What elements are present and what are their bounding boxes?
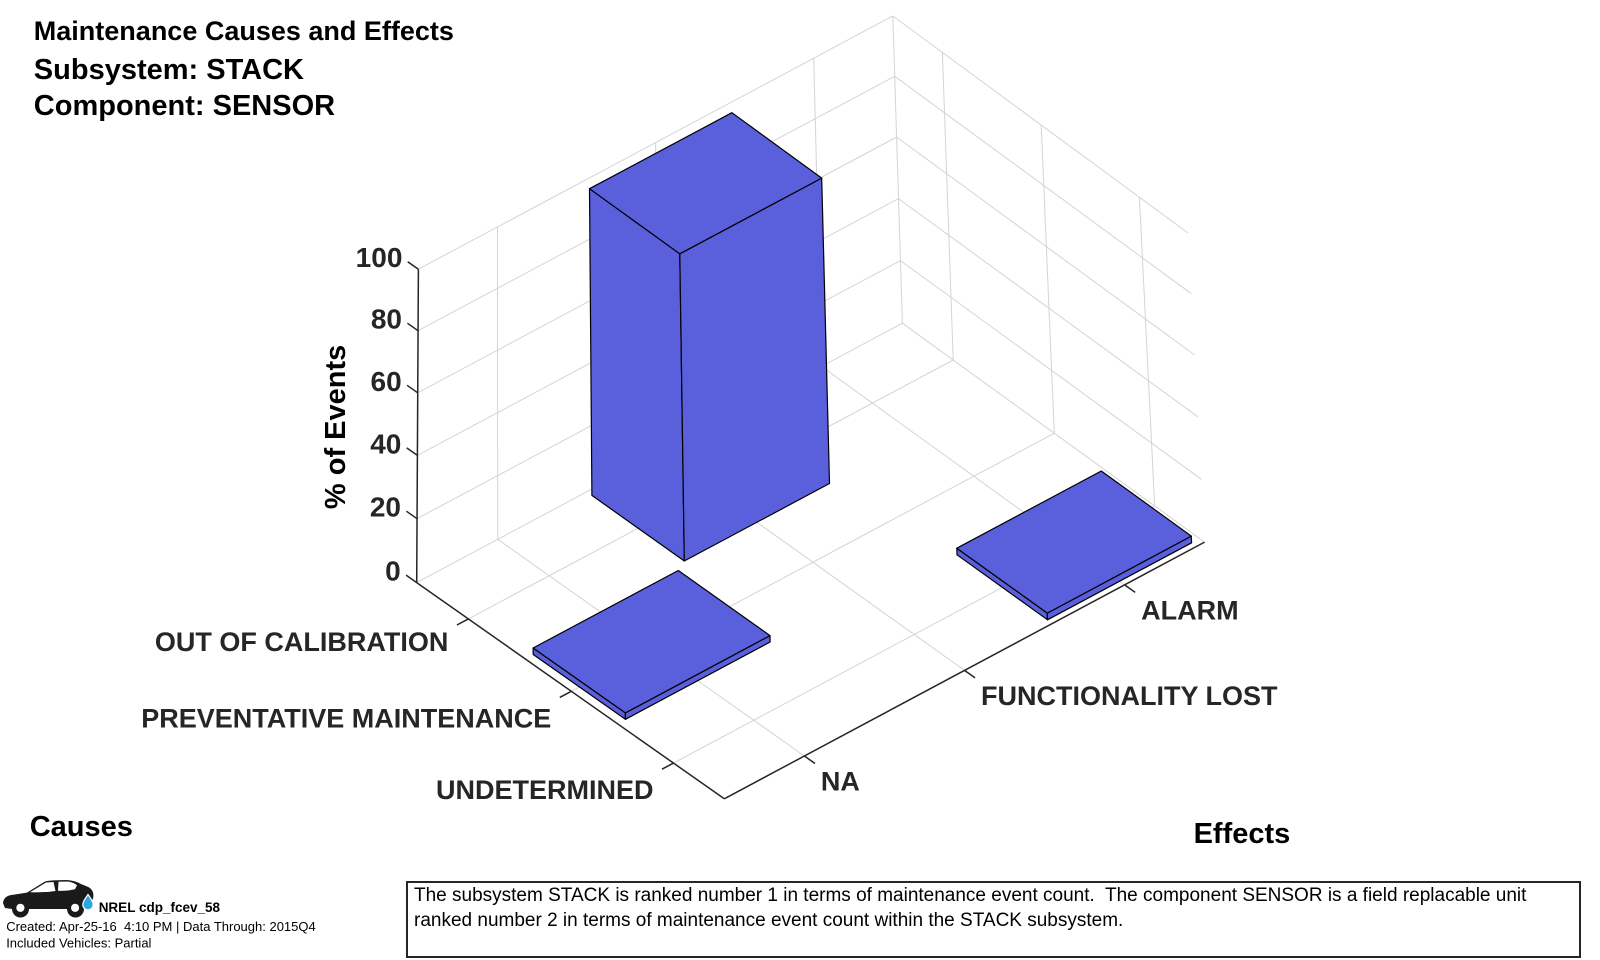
svg-text:Component: SENSOR: Component: SENSOR bbox=[34, 90, 335, 122]
svg-text:Effects: Effects bbox=[1194, 818, 1291, 850]
svg-text:Maintenance Causes and Effects: Maintenance Causes and Effects bbox=[34, 16, 454, 46]
svg-text:FUNCTIONALITY LOST: FUNCTIONALITY LOST bbox=[981, 681, 1278, 711]
svg-text:100: 100 bbox=[356, 242, 403, 273]
svg-text:ALARM: ALARM bbox=[1141, 595, 1238, 625]
svg-text:Included Vehicles: Partial: Included Vehicles: Partial bbox=[6, 936, 151, 951]
svg-text:Causes: Causes bbox=[30, 811, 133, 843]
svg-text:80: 80 bbox=[371, 304, 402, 335]
svg-text:NREL cdp_fcev_58: NREL cdp_fcev_58 bbox=[99, 900, 221, 915]
svg-text:60: 60 bbox=[371, 366, 402, 397]
svg-text:UNDETERMINED: UNDETERMINED bbox=[436, 775, 654, 805]
svg-text:OUT OF CALIBRATION: OUT OF CALIBRATION bbox=[155, 627, 448, 657]
svg-text:Subsystem: STACK: Subsystem: STACK bbox=[34, 54, 304, 86]
svg-text:20: 20 bbox=[370, 492, 401, 523]
svg-text:40: 40 bbox=[370, 428, 401, 459]
svg-text:PREVENTATIVE MAINTENANCE: PREVENTATIVE MAINTENANCE bbox=[141, 703, 551, 733]
svg-text:% of Events: % of Events bbox=[320, 345, 352, 509]
svg-text:Created: Apr-25-16 4:10 PM |: Created: Apr-25-16 4:10 PM | Data Throug… bbox=[6, 919, 316, 934]
svg-text:NA: NA bbox=[821, 767, 860, 797]
svg-text:0: 0 bbox=[385, 556, 401, 587]
